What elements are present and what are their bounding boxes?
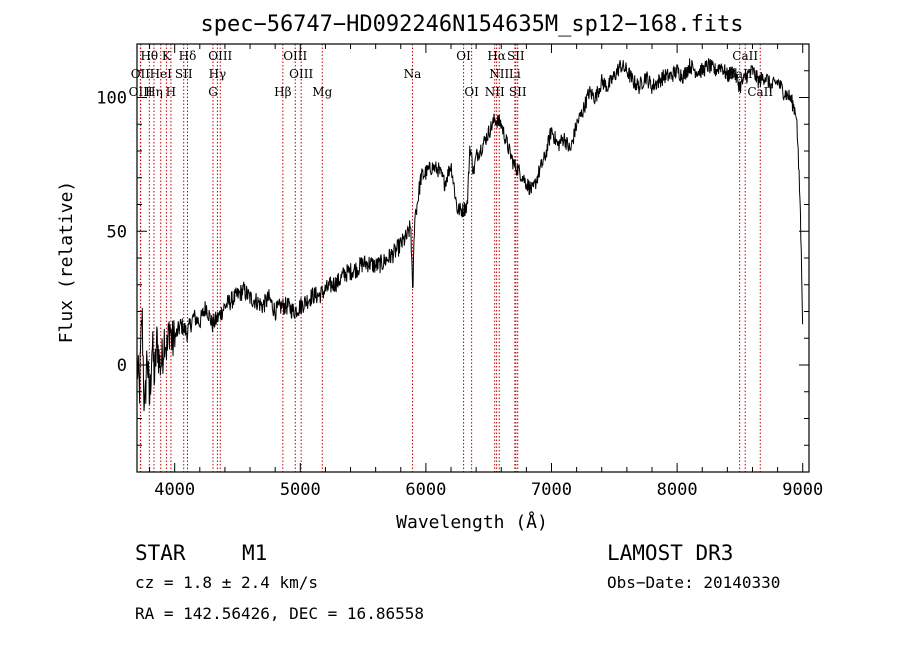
line-label-16: Li xyxy=(509,67,521,81)
line-label-25: NII xyxy=(485,85,505,99)
line-label-1: K xyxy=(162,49,172,63)
line-label-13: OIII xyxy=(289,67,313,81)
y-tick-label-2: 100 xyxy=(96,89,127,109)
ra-dec: RA = 142.56426, DEC = 16.86558 xyxy=(135,604,424,623)
chart-title: spec−56747−HD092246N154635M_sp12−168.fit… xyxy=(200,12,743,37)
line-label-23: Mg xyxy=(312,85,332,99)
line-label-3: OIII xyxy=(208,49,232,63)
y-tick-label-1: 50 xyxy=(107,222,127,242)
line-label-4: OIII xyxy=(283,49,307,63)
line-label-15: NII xyxy=(489,67,509,81)
x-tick-label-4: 8000 xyxy=(657,480,698,500)
line-label-2: Hδ xyxy=(179,49,197,63)
x-tick-label-2: 6000 xyxy=(405,480,446,500)
line-label-24: OI xyxy=(464,85,479,99)
line-label-6: Hα xyxy=(487,49,506,63)
line-label-22: Hβ xyxy=(274,85,291,99)
axis-ticks: 4000 5000 6000 7000 8000 9000 0 50 100 xyxy=(96,44,823,500)
line-label-26: SII xyxy=(509,85,527,99)
line-label-7: SII xyxy=(507,49,525,63)
x-tick-label-5: 9000 xyxy=(782,480,823,500)
y-tick-label-0: 0 xyxy=(117,356,127,376)
line-label-27: CaII xyxy=(747,85,773,99)
plot-frame xyxy=(136,43,810,473)
line-label-12: Hγ xyxy=(209,67,227,81)
y-axis-label: Flux (relative) xyxy=(56,181,77,344)
line-label-5: OI xyxy=(456,49,471,63)
line-label-18: OIII xyxy=(129,85,153,99)
spectrum-line xyxy=(136,58,804,412)
line-label-14: Na xyxy=(404,67,422,81)
redshift-cz: cz = 1.8 ± 2.4 km/s xyxy=(135,573,318,592)
object-class: STAR xyxy=(135,541,186,565)
line-label-20: H xyxy=(166,85,176,99)
line-label-17: CaII xyxy=(727,67,753,81)
line-label-19: Hη xyxy=(145,85,163,99)
x-tick-label-1: 5000 xyxy=(280,480,321,500)
x-tick-label-0: 4000 xyxy=(154,480,195,500)
survey-name: LAMOST DR3 xyxy=(607,541,733,565)
line-label-11: SII xyxy=(175,67,193,81)
line-label-0: Hθ xyxy=(140,49,158,63)
object-subclass: M1 xyxy=(242,541,267,565)
line-label-9: OII xyxy=(131,67,151,81)
observation-date: Obs−Date: 20140330 xyxy=(607,573,780,592)
line-label-8: CaII xyxy=(732,49,758,63)
x-tick-label-3: 7000 xyxy=(531,480,572,500)
spectrum-series xyxy=(136,58,804,412)
line-label-21: G xyxy=(208,85,218,99)
x-axis-label: Wavelength (Å) xyxy=(396,511,548,533)
line-label-10: HeI xyxy=(150,67,173,81)
spectral-line-markers xyxy=(139,44,761,472)
